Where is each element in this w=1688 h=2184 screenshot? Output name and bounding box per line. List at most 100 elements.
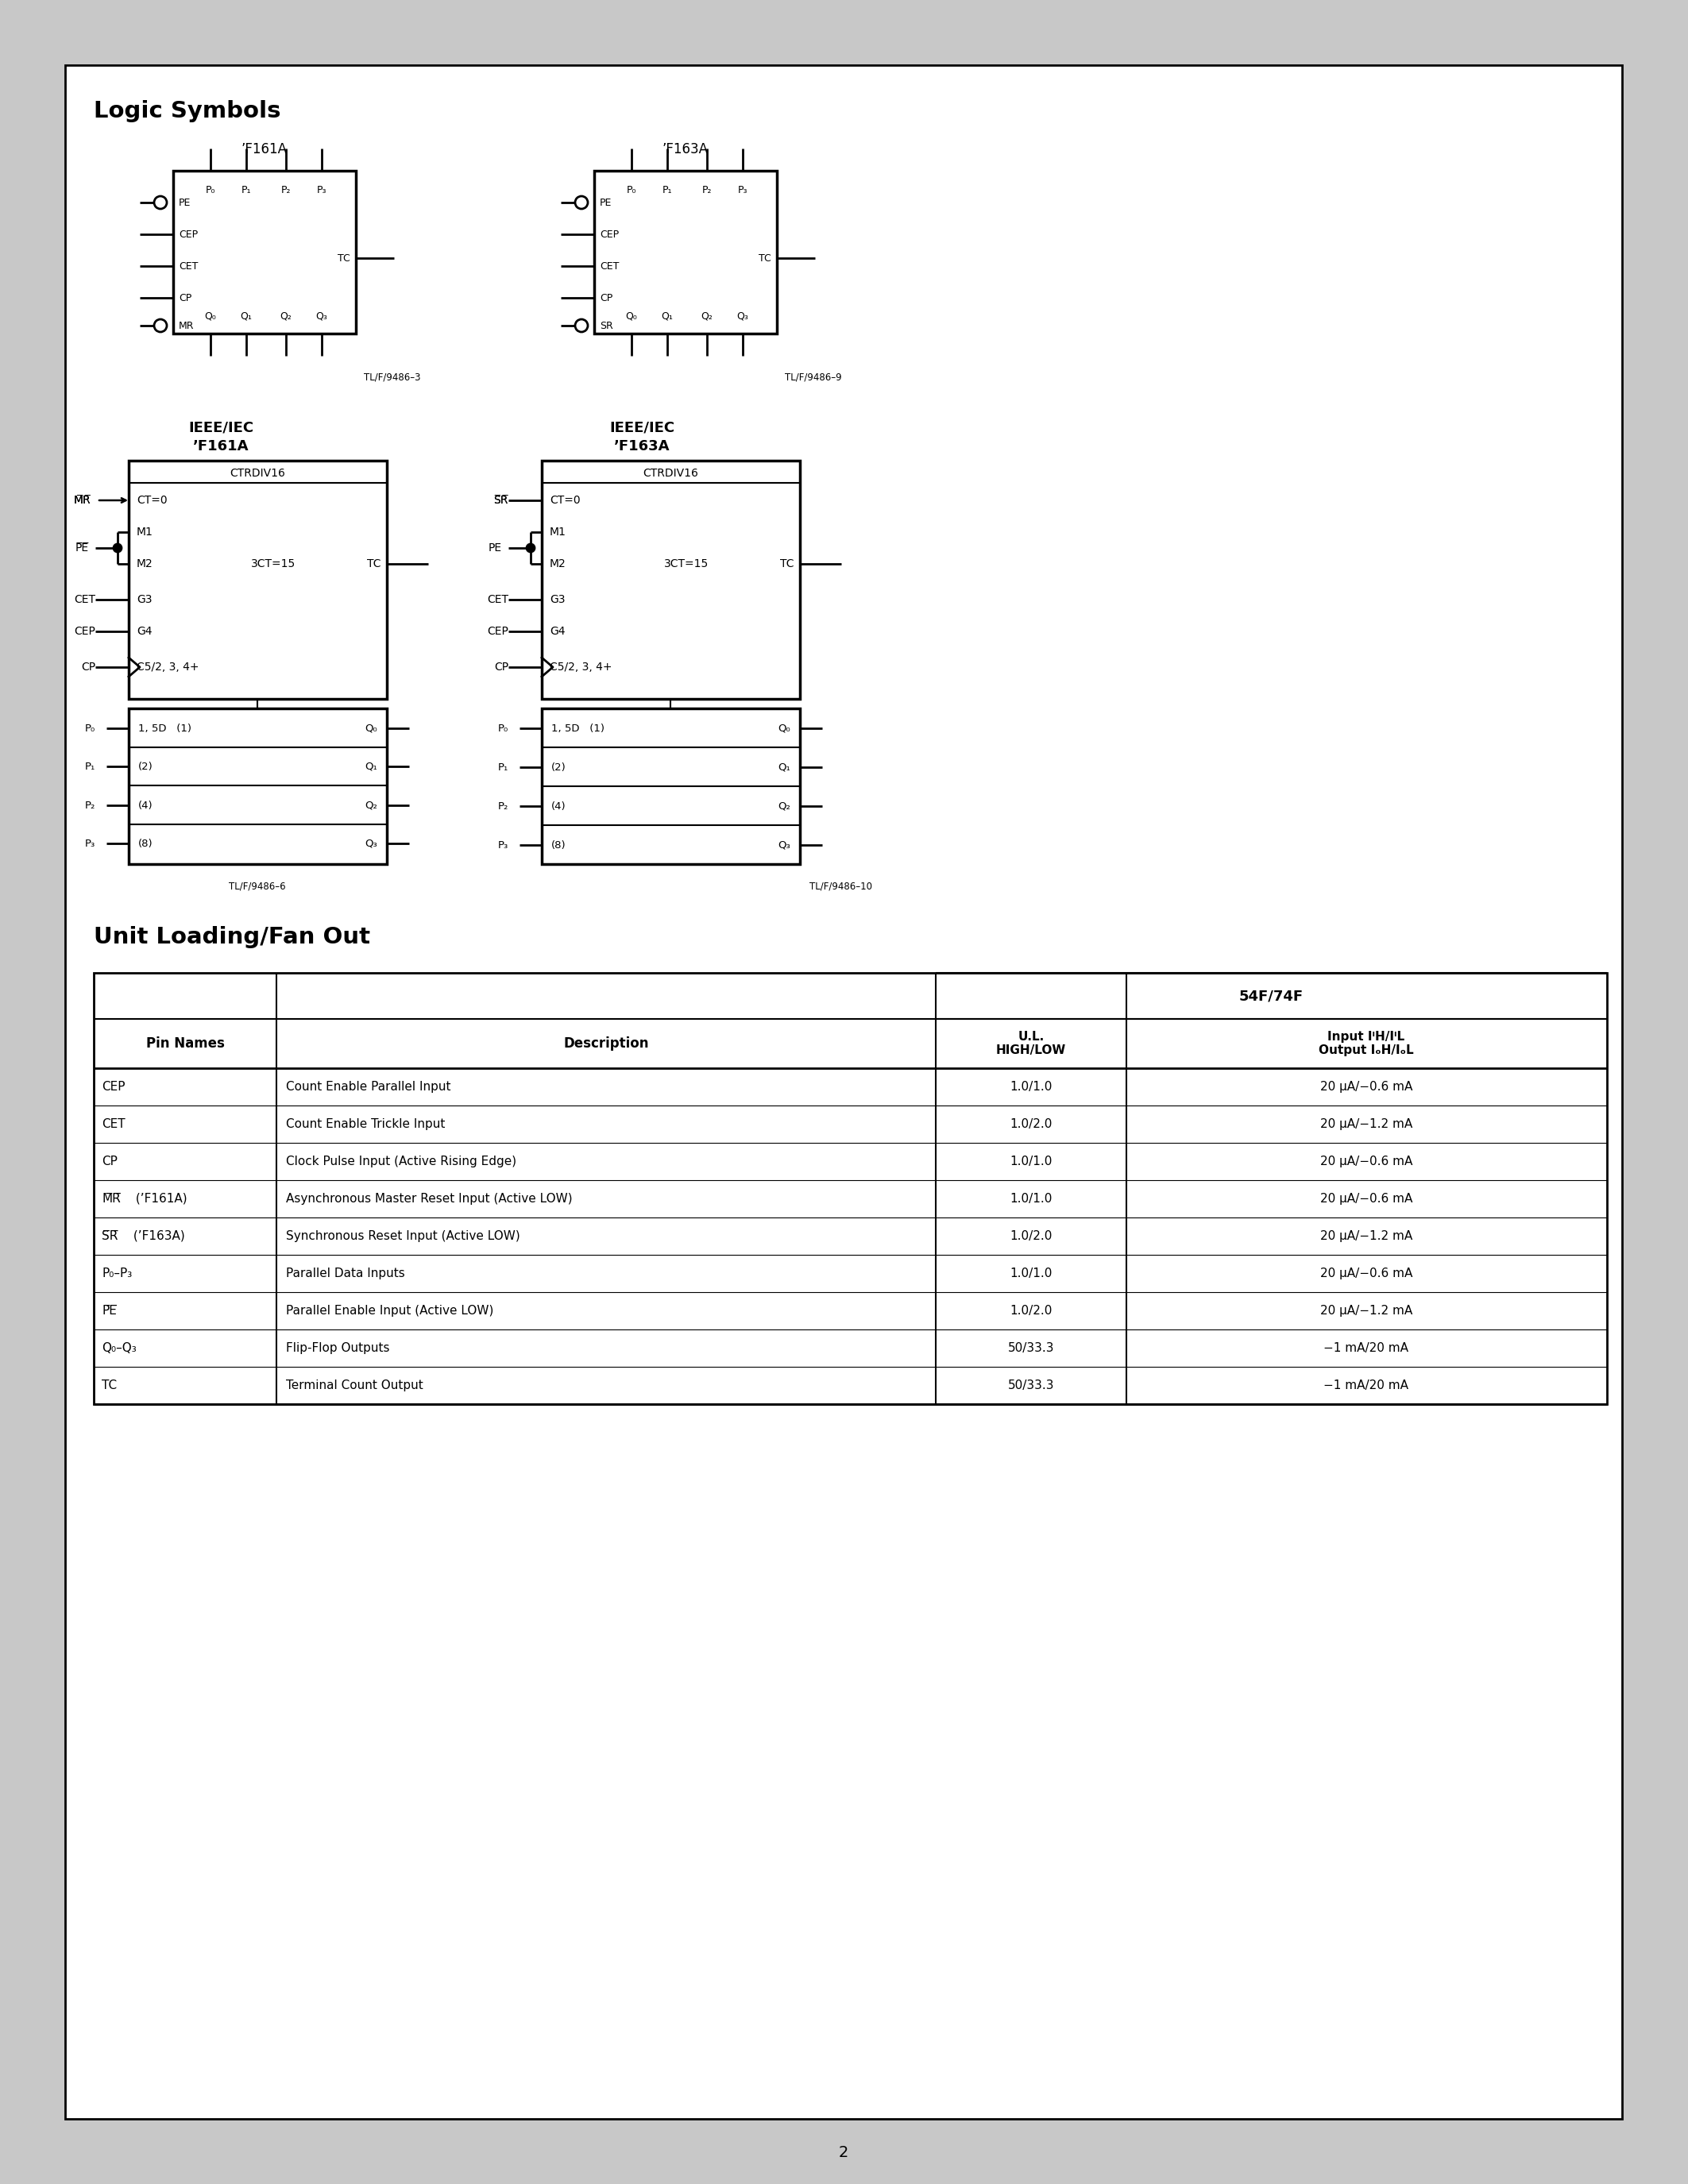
Text: M1: M1: [550, 526, 565, 537]
Text: M2: M2: [550, 559, 565, 570]
Text: M2: M2: [137, 559, 154, 570]
Text: TC: TC: [366, 559, 380, 570]
Text: TL/F/9486–3: TL/F/9486–3: [365, 371, 420, 382]
Text: CEP: CEP: [488, 627, 508, 638]
Text: Clock Pulse Input (Active Rising Edge): Clock Pulse Input (Active Rising Edge): [285, 1155, 517, 1166]
Text: MR: MR: [179, 321, 194, 330]
Text: Q₃: Q₃: [736, 310, 749, 321]
Bar: [542, 708, 800, 865]
Text: (4): (4): [138, 799, 154, 810]
Circle shape: [576, 197, 587, 210]
Text: (’F161A): (’F161A): [132, 1192, 187, 1203]
Text: P₀: P₀: [206, 186, 216, 194]
Text: 1.0/1.0: 1.0/1.0: [1009, 1081, 1052, 1092]
Bar: [128, 708, 387, 865]
Text: Q₃: Q₃: [365, 839, 378, 850]
Text: −1 mA/20 mA: −1 mA/20 mA: [1323, 1378, 1409, 1391]
Text: Q₂: Q₂: [778, 802, 790, 810]
Text: P₁: P₁: [241, 186, 252, 194]
Text: P₁: P₁: [84, 762, 95, 771]
Text: 20 μA/−0.6 mA: 20 μA/−0.6 mA: [1320, 1155, 1413, 1166]
Text: TC: TC: [760, 253, 771, 264]
Text: (4): (4): [552, 802, 565, 810]
Text: U.L.
HIGH/LOW: U.L. HIGH/LOW: [996, 1031, 1067, 1057]
Text: CP: CP: [599, 293, 613, 304]
Text: P₂: P₂: [498, 802, 508, 810]
Text: C5/2, 3, 4+: C5/2, 3, 4+: [550, 662, 613, 673]
Text: CT=0: CT=0: [137, 496, 167, 507]
Text: ’F161A: ’F161A: [241, 142, 287, 157]
Text: Parallel Data Inputs: Parallel Data Inputs: [285, 1267, 405, 1280]
Text: Unit Loading/Fan Out: Unit Loading/Fan Out: [95, 926, 370, 948]
Text: 20 μA/−1.2 mA: 20 μA/−1.2 mA: [1320, 1304, 1413, 1317]
Text: CTRDIV16: CTRDIV16: [230, 467, 285, 478]
Text: CET: CET: [486, 594, 508, 605]
Text: P₂: P₂: [280, 186, 290, 194]
Text: Q₂: Q₂: [365, 799, 378, 810]
Bar: [542, 461, 800, 699]
Text: Q₃: Q₃: [316, 310, 327, 321]
Text: 20 μA/−1.2 mA: 20 μA/−1.2 mA: [1320, 1230, 1413, 1243]
Text: CET: CET: [101, 1118, 125, 1129]
Text: 3CT=15: 3CT=15: [252, 559, 295, 570]
Text: Logic Symbols: Logic Symbols: [95, 100, 280, 122]
Text: Count Enable Parallel Input: Count Enable Parallel Input: [285, 1081, 451, 1092]
Text: P₀: P₀: [626, 186, 636, 194]
Text: 20 μA/−0.6 mA: 20 μA/−0.6 mA: [1320, 1267, 1413, 1280]
Text: P₃: P₃: [84, 839, 95, 850]
Text: 1.0/1.0: 1.0/1.0: [1009, 1267, 1052, 1280]
Text: Synchronous Reset Input (Active LOW): Synchronous Reset Input (Active LOW): [285, 1230, 520, 1243]
Text: PE: PE: [179, 197, 191, 207]
Bar: [128, 461, 387, 699]
Text: SR: SR: [599, 321, 613, 330]
Text: TL/F/9486–10: TL/F/9486–10: [810, 880, 873, 891]
Text: P₁: P₁: [498, 762, 508, 773]
Text: ’F161A: ’F161A: [192, 439, 248, 454]
Text: G3: G3: [137, 594, 152, 605]
Text: CT=0: CT=0: [550, 496, 581, 507]
Bar: [95, 972, 1607, 1404]
Text: G3: G3: [550, 594, 565, 605]
Text: P₃: P₃: [317, 186, 327, 194]
Text: P₀–P₃: P₀–P₃: [101, 1267, 132, 1280]
Text: CEP: CEP: [74, 627, 95, 638]
Text: IEEE/IEC: IEEE/IEC: [189, 419, 253, 435]
Text: Q₃: Q₃: [778, 841, 790, 850]
Text: PE: PE: [488, 542, 501, 553]
Circle shape: [113, 544, 122, 553]
Text: CET: CET: [74, 594, 95, 605]
Text: M̅R̅: M̅R̅: [101, 1192, 120, 1203]
Text: 2: 2: [839, 2145, 849, 2160]
Text: 20 μA/−0.6 mA: 20 μA/−0.6 mA: [1320, 1192, 1413, 1203]
Text: Q₁: Q₁: [365, 762, 378, 771]
Text: M̅R̅: M̅R̅: [73, 496, 91, 507]
Text: G4: G4: [550, 627, 565, 638]
Text: (2): (2): [552, 762, 565, 773]
Text: 54F/74F: 54F/74F: [1239, 989, 1303, 1002]
Text: 50/33.3: 50/33.3: [1008, 1341, 1055, 1354]
Text: M1: M1: [137, 526, 154, 537]
Text: CP: CP: [101, 1155, 118, 1166]
Text: ’F163A: ’F163A: [662, 142, 709, 157]
Bar: [95, 1020, 1607, 1068]
Text: Q₂: Q₂: [280, 310, 292, 321]
Text: 1.0/1.0: 1.0/1.0: [1009, 1155, 1052, 1166]
Text: Q₀–Q₃: Q₀–Q₃: [101, 1341, 137, 1354]
Text: CTRDIV16: CTRDIV16: [643, 467, 699, 478]
Text: CEP: CEP: [599, 229, 619, 240]
Text: 1, 5D   (1): 1, 5D (1): [552, 723, 604, 734]
Text: 1.0/2.0: 1.0/2.0: [1009, 1230, 1052, 1243]
Text: (2): (2): [138, 762, 154, 771]
Text: MR: MR: [73, 496, 91, 507]
Text: Count Enable Trickle Input: Count Enable Trickle Input: [285, 1118, 446, 1129]
Text: P₀: P₀: [84, 723, 95, 734]
Text: S̅R̅: S̅R̅: [101, 1230, 118, 1243]
Text: CET: CET: [599, 260, 619, 271]
Text: (8): (8): [552, 841, 565, 850]
Text: IEEE/IEC: IEEE/IEC: [609, 419, 675, 435]
Text: S̅R̅: S̅R̅: [495, 496, 508, 507]
Text: G4: G4: [137, 627, 152, 638]
Text: Pin Names: Pin Names: [145, 1037, 225, 1051]
Text: P̅E̅: P̅E̅: [76, 542, 89, 553]
Text: P₀: P₀: [498, 723, 508, 734]
